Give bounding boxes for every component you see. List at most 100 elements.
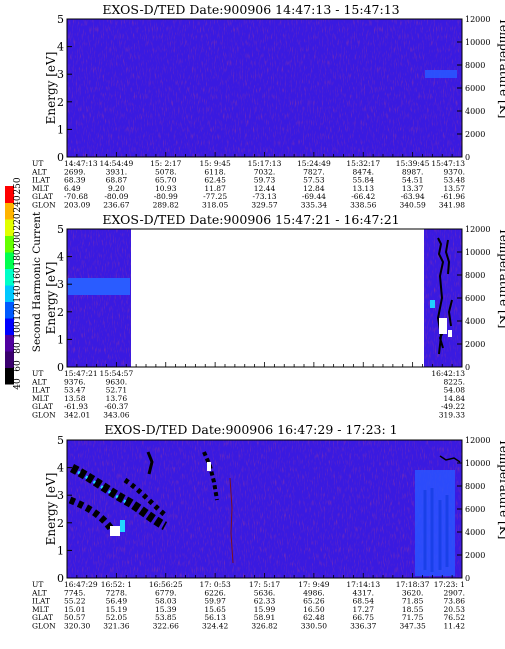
- orbit-value: 17:14:13: [346, 580, 380, 589]
- orbit-value: 66.75: [353, 613, 375, 622]
- panel-2-right-black-features: [436, 237, 453, 355]
- panel-2-right-feature-3: [430, 300, 435, 308]
- panel-2-yticks: 0 1 2 3 4 5: [57, 223, 72, 374]
- orbit-value: 13.57: [444, 184, 466, 193]
- colorbar-level-label: 220: [13, 213, 23, 230]
- orbit-value: -80.09: [104, 192, 128, 201]
- orbit-value: -61.96: [441, 192, 465, 201]
- panel-1-y2ticks: 0 2000 4000 6000 8000 10000 12000: [457, 15, 490, 162]
- colorbar-swatches: [5, 186, 14, 385]
- orbit-value: 17.27: [353, 605, 375, 614]
- y2tick-label: 2000: [465, 551, 485, 560]
- orbit-value: 68.39: [64, 176, 86, 185]
- panel-3-diagonal-band-2: [68, 496, 115, 533]
- orbit-value: 53.48: [444, 176, 466, 185]
- orbit-value: 6.49: [64, 184, 81, 193]
- colorbar-swatch: [5, 235, 14, 253]
- y2tick-label: 2000: [465, 130, 485, 139]
- orbit-value: 15:39:45: [396, 159, 430, 168]
- y2tick-label: 6000: [465, 294, 485, 303]
- orbit-value: 11.87: [204, 184, 226, 193]
- orbit-value: -77.25: [203, 192, 227, 201]
- panel-3-plot-noise: [67, 440, 462, 578]
- orbit-row-label: UT: [32, 369, 43, 378]
- orbit-value: 16:52: 1: [101, 580, 132, 589]
- orbit-value: 62.33: [254, 597, 276, 606]
- orbit-value: 55.84: [353, 176, 375, 185]
- colorbar-swatch: [5, 219, 14, 236]
- panel-2-plot-bg: [67, 229, 462, 367]
- panel-3-blue-band: [415, 470, 455, 576]
- colorbar-level-label: 100: [13, 321, 23, 338]
- panel-3: EXOS-D/TED Date:900906 16:47:29 - 17:23:…: [31, 422, 505, 631]
- orbit-value: 65.70: [155, 176, 177, 185]
- colorbar-swatch: [5, 301, 14, 319]
- orbit-value: 343.06: [103, 411, 129, 420]
- colorbar-swatch: [5, 367, 14, 385]
- ytick-label: 1: [57, 544, 64, 557]
- panel-2-y2ticks: 0 2000 4000 6000 8000 10000 12000: [457, 225, 490, 372]
- orbit-value: 15: 2:17: [150, 159, 182, 168]
- orbit-value: 9370.: [444, 167, 465, 176]
- orbit-value: 15.39: [155, 605, 177, 614]
- orbit-value: 71.85: [402, 597, 424, 606]
- orbit-value: 52.05: [106, 613, 128, 622]
- ytick-label: 5: [57, 223, 64, 236]
- orbit-value: 340.59: [400, 201, 426, 210]
- orbit-value: 13.76: [106, 394, 128, 403]
- orbit-value: 17:18:37: [396, 580, 430, 589]
- orbit-value: 76.52: [444, 613, 466, 622]
- orbit-value: 15.99: [254, 605, 276, 614]
- orbit-row-label: MLT: [32, 394, 49, 403]
- orbit-value: 5078.: [155, 167, 176, 176]
- orbit-value: -73.13: [252, 192, 276, 201]
- orbit-row-label: GLAT: [32, 402, 53, 411]
- orbit-value: 4317.: [353, 588, 374, 597]
- colorbar-swatch: [5, 285, 14, 302]
- panel-3-ylabel: Energy [eV]: [44, 473, 58, 546]
- ytick-label: 0: [57, 572, 64, 585]
- ytick-label: 5: [57, 13, 64, 26]
- orbit-value: 15:32:17: [346, 159, 380, 168]
- orbit-value: -66.42: [351, 192, 375, 201]
- orbit-value: 12.44: [254, 184, 276, 193]
- panel-3-trace-1: [229, 477, 234, 564]
- orbit-value: 15:47:13: [431, 159, 465, 168]
- orbit-value: 6779.: [155, 588, 176, 597]
- orbit-value: 9.20: [108, 184, 125, 193]
- orbit-value: 6118.: [204, 167, 225, 176]
- orbit-row-label: ILAT: [32, 176, 50, 185]
- orbit-value: 9630.: [106, 377, 127, 386]
- orbit-value: 3620.: [402, 588, 423, 597]
- orbit-value: 336.37: [350, 622, 376, 631]
- orbit-value: 335.34: [301, 201, 327, 210]
- orbit-row-label: ALT: [31, 167, 47, 176]
- y2tick-label: 2000: [465, 340, 485, 349]
- orbit-row-label: GLAT: [32, 192, 53, 201]
- orbit-value: 320.30: [64, 622, 90, 631]
- y2tick-label: 0: [465, 574, 470, 583]
- orbit-value: 14:54:49: [100, 159, 134, 168]
- y2tick-label: 8000: [465, 482, 485, 491]
- orbit-value: -80.99: [154, 192, 178, 201]
- y2tick-label: 10000: [465, 248, 490, 257]
- orbit-value: 68.87: [106, 176, 128, 185]
- colorbar-swatch: [5, 186, 14, 203]
- orbit-value: 6226.: [204, 588, 225, 597]
- orbit-value: 50.57: [64, 613, 86, 622]
- panel-1-orbit-table: UT 14:47:13 14:54:49 15: 2:17 15: 9:45 15:17:…: [31, 159, 465, 210]
- colorbar-swatch: [5, 351, 14, 368]
- y2tick-label: 4000: [465, 528, 485, 537]
- orbit-row-label: ILAT: [32, 386, 50, 395]
- y2tick-label: 0: [465, 363, 470, 372]
- y2tick-label: 8000: [465, 61, 485, 70]
- orbit-row-label: ALT: [31, 588, 47, 597]
- orbit-value: 16.50: [303, 605, 325, 614]
- orbit-value: 8225.: [444, 377, 465, 386]
- orbit-value: 15.01: [64, 605, 85, 614]
- orbit-value: 2699.: [64, 167, 85, 176]
- orbit-value: 318.05: [202, 201, 228, 210]
- panel-2-feature-band: [68, 278, 130, 295]
- orbit-value: 3931.: [106, 167, 127, 176]
